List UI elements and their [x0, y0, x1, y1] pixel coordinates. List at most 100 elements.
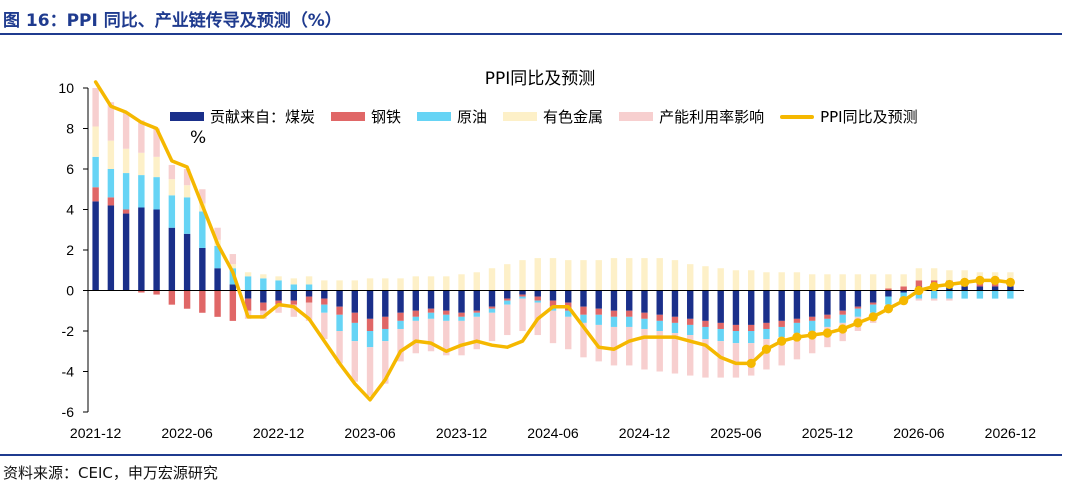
ppi-line: [93, 80, 1013, 402]
bar-steel-17: [351, 312, 358, 323]
bar-steel-24: [458, 312, 465, 317]
bar-oil-43: [748, 331, 755, 344]
legend-item-ppi: PPI同比及预测: [780, 106, 918, 127]
legend-label-nonferrous: 有色金属: [543, 108, 604, 126]
bar-steel-27: [504, 298, 511, 301]
bar-oil-15: [321, 304, 328, 313]
bar-capacity-33: [595, 324, 602, 362]
legend-label-coal: 贡献来自：煤炭: [210, 108, 316, 126]
bar-capacity-30: [549, 310, 557, 344]
bar-capacity-13: [290, 304, 298, 317]
bar-coal-38: [671, 290, 679, 317]
bar-nonferrous-16: [336, 280, 343, 291]
bar-coal-18: [366, 290, 374, 319]
bar-nonferrous-52: [885, 274, 892, 289]
bar-steel-21: [412, 310, 419, 317]
bar-coal-49: [839, 290, 846, 311]
y-tick-label-6: -2: [62, 323, 75, 339]
bar-oil-57: [961, 290, 968, 299]
bar-steel-22: [427, 308, 435, 313]
ppi-forecast-point-57: [960, 277, 970, 287]
bar-oil-21: [412, 316, 419, 321]
ppi-forecast-point-43: [746, 358, 756, 368]
bar-oil-46: [793, 322, 801, 334]
bar-oil-24: [458, 316, 465, 321]
bar-nonferrous-9: [229, 264, 237, 269]
bar-steel-33: [595, 308, 602, 315]
axis-layer: 10 8 6 4 2 0 -2 -4 -6 2021-12 2022-06 2022-12 2023-0…: [58, 80, 1036, 441]
bar-steel-28: [519, 294, 526, 297]
bar-nonferrous-47: [808, 274, 816, 291]
ppi-forecast-point-56: [944, 279, 954, 290]
bottom-rule: [0, 454, 1062, 456]
bar-coal-7: [199, 247, 206, 291]
bar-nonferrous-14: [305, 276, 313, 285]
bar-nonferrous-33: [595, 260, 602, 291]
y-tick-label-0: 10: [58, 80, 74, 96]
bar-coal-3: [138, 207, 145, 291]
ppi-forecast-point-53: [899, 296, 909, 306]
bar-nonferrous-51: [869, 274, 877, 291]
bar-nonferrous-6: [183, 185, 191, 198]
bar-capacity-0: [92, 88, 99, 127]
bar-capacity-37: [656, 331, 663, 372]
bar-oil-4: [153, 177, 160, 210]
bar-steel-44: [763, 322, 770, 329]
bar-oil-25: [473, 312, 480, 317]
bar-steel-51: [869, 302, 877, 305]
bar-oil-34: [610, 316, 618, 327]
bar-steel-47: [808, 316, 816, 321]
bar-oil-11: [260, 278, 267, 291]
bar-capacity-46: [793, 333, 801, 360]
bar-nonferrous-4: [153, 156, 160, 178]
bar-nonferrous-13: [290, 278, 298, 285]
bar-oil-18: [366, 331, 374, 348]
bar-capacity-56: [946, 298, 953, 301]
ppi-forecast-point-60: [1005, 277, 1015, 287]
bar-steel-18: [366, 318, 374, 331]
bar-nonferrous-56: [946, 270, 953, 281]
legend-item-oil: 原油: [417, 106, 487, 127]
bar-capacity-27: [504, 304, 511, 336]
bar-capacity-39: [687, 335, 694, 376]
bar-coal-60: [1007, 286, 1014, 291]
x-tick-label-0: 2021-12: [70, 425, 122, 441]
bar-capacity-45: [778, 337, 785, 366]
bar-nonferrous-49: [839, 274, 846, 291]
bar-oil-38: [671, 322, 679, 334]
bar-nonferrous-22: [427, 276, 435, 291]
bar-capacity-28: [519, 298, 526, 331]
bar-oil-42: [732, 331, 740, 344]
ppi-forecast-point-54: [914, 285, 924, 296]
bar-oil-17: [351, 322, 358, 342]
bar-coal-21: [412, 290, 419, 311]
bar-oil-39: [687, 324, 694, 336]
bar-steel-8: [214, 290, 221, 317]
x-tick-label-8: 2025-12: [802, 425, 854, 441]
bar-capacity-41: [717, 341, 724, 378]
ppi-forecast-point-55: [929, 281, 939, 292]
bar-coal-35: [626, 290, 633, 311]
bar-coal-11: [260, 290, 267, 303]
x-tick-label-5: 2024-06: [527, 425, 579, 441]
bar-nonferrous-38: [671, 260, 679, 291]
bar-oil-0: [92, 156, 99, 188]
bar-steel-43: [748, 324, 755, 331]
unit-label: %: [190, 128, 207, 148]
bar-capacity-18: [366, 347, 374, 396]
bar-nonferrous-11: [260, 274, 267, 279]
bar-nonferrous-37: [656, 258, 663, 291]
bar-nonferrous-54: [915, 268, 923, 281]
bar-oil-49: [839, 314, 846, 323]
chart-svg: 10 8 6 4 2 0 -2 -4 -6 2021-12 2022-06 2022-12 2023-0…: [58, 80, 1036, 441]
bar-capacity-55: [930, 298, 938, 301]
bar-nonferrous-15: [321, 280, 328, 291]
bar-steel-36: [641, 312, 648, 319]
bar-coal-59: [991, 286, 999, 291]
bar-coal-34: [610, 290, 618, 311]
bar-steel-7: [199, 290, 206, 313]
y-tick-label-7: -4: [62, 364, 75, 380]
bar-coal-28: [519, 290, 526, 295]
bar-steel-9: [229, 290, 237, 321]
bar-coal-0: [92, 201, 99, 291]
